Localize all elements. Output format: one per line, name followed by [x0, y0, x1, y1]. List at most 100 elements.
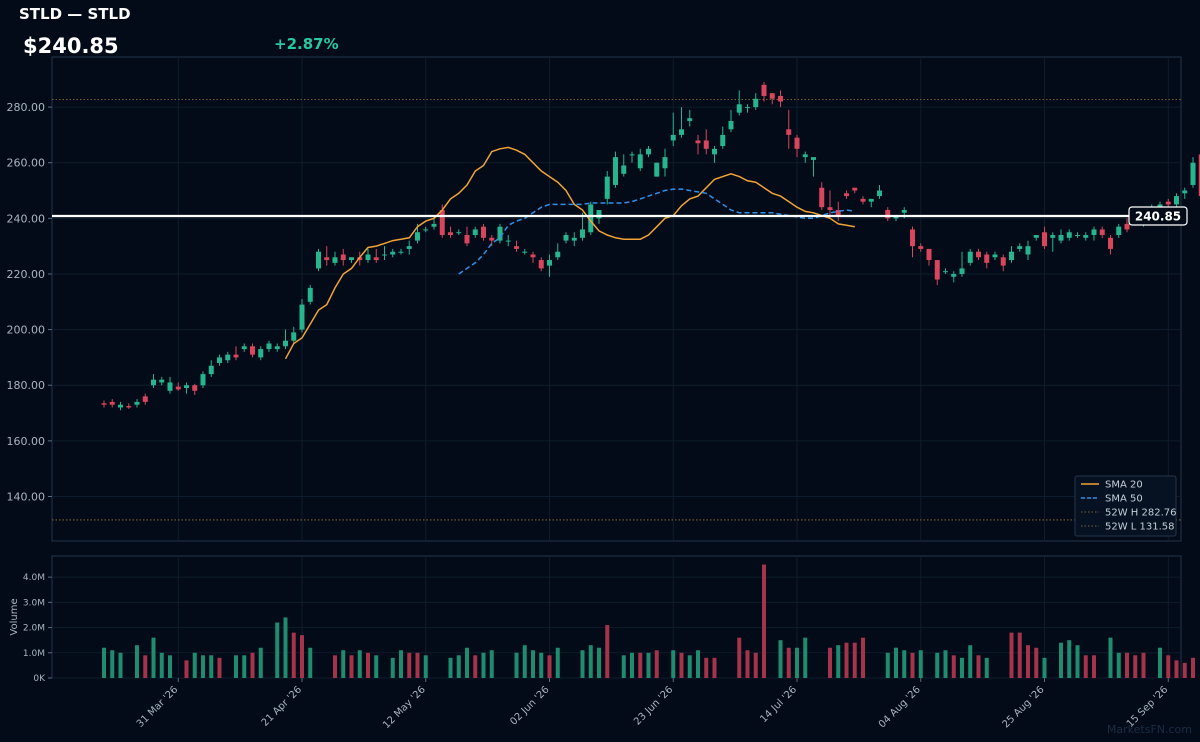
- candle-body: [1190, 162, 1196, 185]
- candle-body: [1099, 229, 1105, 236]
- candle-body: [736, 104, 742, 113]
- candle: [184, 382, 189, 394]
- candle-body: [497, 226, 503, 241]
- candle-body: [258, 349, 264, 358]
- candle-body: [918, 246, 924, 249]
- price-tick-label: 280.00: [7, 101, 46, 114]
- candle-body: [885, 209, 891, 219]
- candle-body: [753, 98, 759, 108]
- date-tick-label: 21 Apr '26: [260, 684, 304, 728]
- candle-body: [324, 257, 330, 261]
- candle: [472, 226, 478, 238]
- candle: [720, 126, 726, 149]
- candle: [1017, 243, 1023, 252]
- volume-bar: [605, 625, 610, 678]
- volume-bar: [671, 650, 676, 678]
- candle: [241, 343, 247, 352]
- candle: [291, 326, 297, 344]
- candle: [547, 254, 552, 277]
- candle: [588, 201, 594, 236]
- candle-body: [670, 134, 676, 141]
- price-tick-label: 220.00: [7, 268, 46, 281]
- candle: [423, 226, 429, 233]
- candle-body: [1025, 246, 1031, 255]
- candle-body: [1066, 232, 1072, 238]
- candle-body: [1091, 229, 1097, 236]
- candle-body: [984, 254, 990, 263]
- candle: [918, 243, 924, 252]
- candle: [1033, 235, 1039, 241]
- volume-bar: [828, 647, 832, 678]
- volume-bar: [580, 650, 585, 678]
- volume-bar: [283, 617, 288, 678]
- candle-body: [926, 248, 932, 261]
- volume-bar: [968, 645, 973, 678]
- candle-body: [1042, 232, 1047, 247]
- candle: [1198, 154, 1200, 197]
- volume-bar: [910, 652, 915, 678]
- volume-bar: [473, 655, 478, 678]
- candle: [637, 148, 643, 172]
- volume-bar: [1166, 655, 1171, 678]
- candle-body: [1075, 235, 1080, 237]
- volume-bar: [1092, 655, 1096, 678]
- candle: [1099, 226, 1105, 238]
- watermark: MarketsFN.com: [1106, 723, 1192, 736]
- candle: [316, 248, 321, 272]
- candle-body: [827, 207, 833, 210]
- volume-bar: [852, 642, 857, 678]
- volume-tick-label: 0K: [33, 674, 46, 684]
- candle-body: [629, 154, 635, 156]
- volume-bar: [1141, 652, 1146, 678]
- volume-bar: [679, 652, 684, 678]
- candle: [1075, 232, 1080, 238]
- volume-bar: [357, 650, 362, 678]
- volume-bar: [1182, 662, 1187, 678]
- volume-tick-label: 1.0M: [23, 649, 45, 659]
- candle: [662, 148, 668, 177]
- candle-body: [291, 332, 297, 341]
- candle: [373, 248, 379, 263]
- candle: [200, 371, 206, 389]
- candle: [340, 248, 346, 266]
- candle: [109, 399, 115, 408]
- volume-bar: [448, 657, 453, 678]
- volume-bar: [1174, 660, 1179, 678]
- candle-body: [390, 251, 396, 255]
- volume-bar: [1034, 647, 1039, 678]
- candle-body: [200, 374, 206, 386]
- volume-bar: [168, 655, 172, 678]
- candle-body: [778, 95, 783, 102]
- volume-bar: [1158, 647, 1162, 678]
- volume-bar: [192, 652, 197, 678]
- volume-bar: [597, 647, 601, 678]
- volume-bar: [976, 655, 981, 678]
- candle-body: [959, 268, 965, 274]
- candle: [1083, 232, 1089, 241]
- candle: [926, 248, 932, 266]
- candle-body: [184, 385, 189, 389]
- candle: [349, 257, 354, 263]
- candle-body: [992, 254, 998, 258]
- candle-body: [423, 229, 429, 231]
- volume-bar: [209, 655, 214, 678]
- volume-bar: [1133, 655, 1138, 678]
- volume-bar: [531, 650, 535, 678]
- volume-bar: [465, 647, 469, 678]
- candle-body: [745, 107, 750, 109]
- volume-bar: [300, 635, 304, 678]
- candle: [398, 248, 404, 255]
- candle-body: [1033, 235, 1039, 238]
- candle-body: [274, 346, 280, 350]
- volume-bar: [374, 655, 379, 678]
- volume-bar: [1042, 657, 1047, 678]
- candle-body: [126, 406, 132, 408]
- candle: [175, 382, 181, 391]
- candle-body: [588, 204, 594, 233]
- candle-body: [406, 246, 412, 249]
- candle: [555, 243, 561, 261]
- candle: [192, 383, 198, 395]
- volume-bar: [275, 622, 280, 678]
- candle: [687, 109, 693, 127]
